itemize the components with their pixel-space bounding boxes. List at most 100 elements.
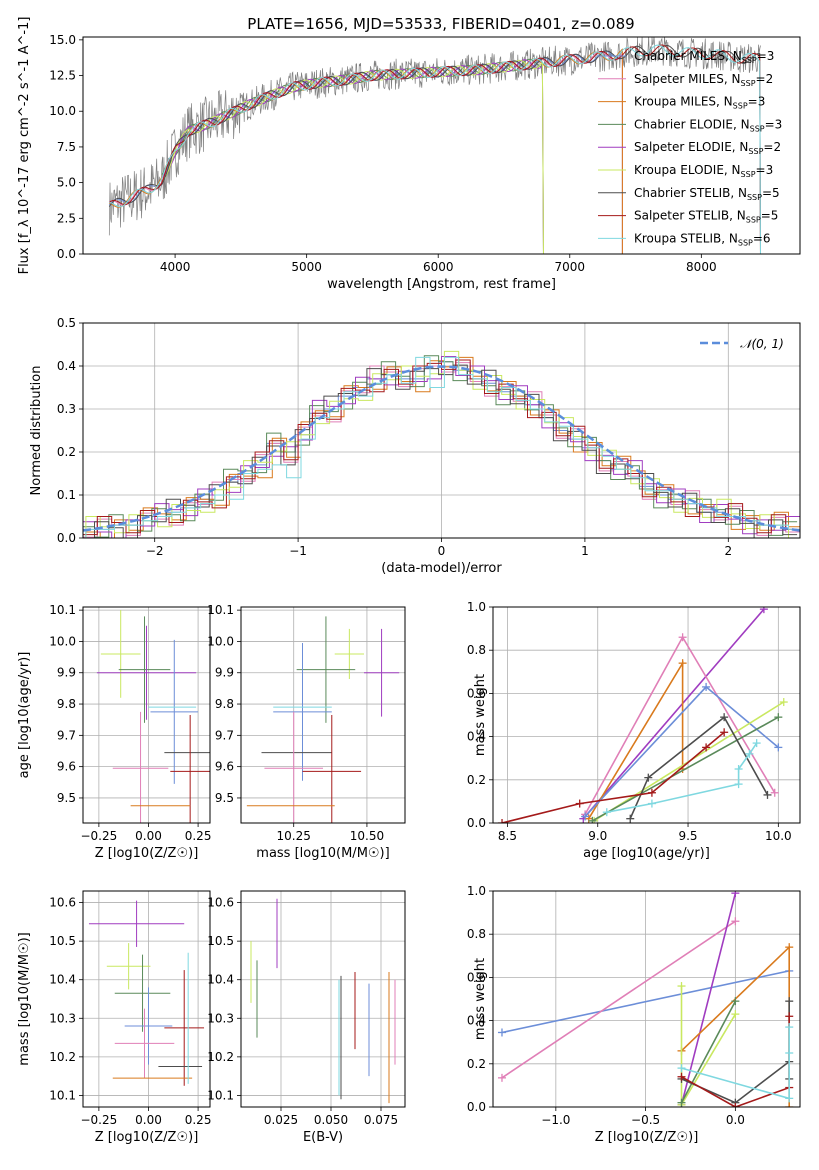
normal-curve <box>83 365 800 532</box>
weights-weights_vs_age <box>498 607 788 823</box>
legend: Chabrier MILES, NSSP=3 Salpeter MILES, NS… <box>598 49 782 247</box>
tick-label-x: 2 <box>724 544 732 558</box>
tick-label-x: 9.0 <box>588 829 607 843</box>
tick-label-x: 1 <box>581 544 589 558</box>
tick-label-y: 10.4 <box>207 973 234 987</box>
model-line-kroupa_stelib <box>109 44 761 254</box>
tick-label-y: 12.5 <box>49 69 76 83</box>
tick-label-x: 6000 <box>423 260 454 274</box>
weights-weights_vs_Z <box>497 891 794 1107</box>
weight-line-chabrier_miles <box>501 970 790 1034</box>
weight-line-kroupa_stelib <box>681 1027 790 1100</box>
tick-label-x: 10.0 <box>765 829 792 843</box>
tick-label-y: 9.5 <box>215 791 234 805</box>
tick-label-x: −1 <box>289 544 307 558</box>
y-axis-label: Flux [f_λ 10^-17 erg cm^-2 s^-1 A^-1] <box>17 17 32 275</box>
panels: 4000 5000 6000 7000 80000.02.55.07.510.012.5… <box>17 17 801 1145</box>
weight-line-chabrier_elodie <box>591 716 779 822</box>
tick-label-y: 10.0 <box>207 634 234 648</box>
weight-line-chabrier_elodie <box>680 1000 737 1104</box>
axes-frame <box>492 890 801 1108</box>
tick-label-y: 0.0 <box>467 1100 486 1114</box>
axes-frame <box>82 606 211 824</box>
tick-label-y: 0.1 <box>57 488 76 502</box>
legend-normal-label: 𝒩(0, 1) <box>740 337 784 351</box>
tick-label-y: 10.1 <box>207 1088 234 1102</box>
tick-label-x: 4000 <box>160 260 191 274</box>
tick-label-y: 10.1 <box>49 1088 76 1102</box>
tick-label-y: 10.5 <box>49 934 76 948</box>
x-axis-label: (data-model)/error <box>381 561 502 576</box>
tick-label-x: 8000 <box>686 260 717 274</box>
weight-line-salpeter_miles <box>501 920 736 1079</box>
tick-label-x: 8.5 <box>498 829 517 843</box>
tick-label-y: 10.4 <box>49 973 76 987</box>
tick-label-y: 0.0 <box>57 247 76 261</box>
tick-label-x: 0.075 <box>364 1113 398 1127</box>
model-line-salpeter_elodie <box>161 59 544 254</box>
tick-label-y: 0.6 <box>467 686 486 700</box>
axes-mass_vs_ebv: 0.025 0.050 0.075 10.1 10.2 10.3 10.4 10.5 10.6 E… <box>207 891 405 1145</box>
axes-frame <box>492 606 801 824</box>
tick-label-x: 0.25 <box>185 1113 212 1127</box>
tick-label-x: 10.25 <box>277 829 311 843</box>
hist-chabrier_stelib <box>83 364 798 538</box>
tick-label-x: 0.025 <box>264 1113 298 1127</box>
legend-entry: Kroupa MILES, NSSP=3 <box>634 95 765 111</box>
tick-label-y: 9.8 <box>57 697 76 711</box>
y-axis-label: mass weight <box>473 674 488 756</box>
tick-label-y: 0.2 <box>57 445 76 459</box>
legend-entry: Salpeter STELIB, NSSP=5 <box>634 209 778 225</box>
tick-label-y: 2.5 <box>57 211 76 225</box>
figure-title: PLATE=1656, MJD=53533, FIBERID=0401, z=0… <box>247 15 634 33</box>
hist-chabrier_miles <box>83 361 798 530</box>
tick-label-y: 0.2 <box>467 1057 486 1071</box>
tick-label-y: 10.1 <box>207 603 234 617</box>
tick-label-y: 0.0 <box>467 816 486 830</box>
y-axis-label: Normed distribution <box>29 366 44 496</box>
tick-label-x: −1.0 <box>541 1113 570 1127</box>
hist-salpeter_elodie <box>83 356 800 538</box>
tick-label-x: 0.00 <box>135 1113 162 1127</box>
y-axis-label: age [log10(age/yr)] <box>17 652 32 779</box>
legend-entry: Salpeter MILES, NSSP=2 <box>634 72 773 88</box>
tick-label-y: 0.5 <box>57 316 76 330</box>
tick-label-x: 9.5 <box>678 829 697 843</box>
tick-label-y: 10.0 <box>49 634 76 648</box>
axes-frame <box>82 322 801 539</box>
legend-entry: Kroupa ELODIE, NSSP=3 <box>634 163 773 179</box>
tick-label-x: 0.25 <box>185 829 212 843</box>
tick-label-y: 0.4 <box>467 1014 486 1028</box>
model-line-chabrier_elodie <box>161 58 544 254</box>
axes-weights_vs_age: 8.5 9.0 9.5 10.0 0.0 0.2 0.4 0.6 0.8 1.0 age [log1… <box>467 600 800 861</box>
tick-label-x: 0 <box>438 544 446 558</box>
tick-label-y: 5.0 <box>57 176 76 190</box>
weight-line-kroupa_stelib <box>606 742 758 813</box>
axes-frame <box>240 890 406 1108</box>
axes-frame <box>240 606 406 824</box>
x-axis-label: wavelength [Angstrom, rest frame] <box>327 277 556 292</box>
legend-entry: Salpeter ELODIE, NSSP=2 <box>634 140 781 156</box>
x-axis-label: Z [log10(Z/Z☉)] <box>595 1130 699 1145</box>
axes-weights_vs_Z: −1.0 −0.5 0.0 0.0 0.2 0.4 0.6 0.8 1.0 Z [log10(Z/… <box>467 884 800 1145</box>
axes-age_vs_Z: −0.25 0.00 0.25 9.5 9.6 9.7 9.8 9.9 10.0 10.1 Z [l… <box>17 603 211 861</box>
tick-label-y: 0.4 <box>57 359 76 373</box>
errorbars-age_vs_Z <box>96 610 210 823</box>
spectrum-lines <box>108 37 761 254</box>
tick-label-y: 10.5 <box>207 934 234 948</box>
tick-label-y: 0.8 <box>467 643 486 657</box>
hist-chabrier_elodie <box>83 355 798 538</box>
tick-label-x: −0.25 <box>80 1113 117 1127</box>
data-spectrum-line <box>108 37 761 236</box>
x-axis-label: Z [log10(Z/Z☉)] <box>95 846 199 861</box>
tick-label-y: 9.6 <box>215 760 234 774</box>
weight-line-chabrier_stelib <box>629 715 769 820</box>
tick-label-y: 0.8 <box>467 927 486 941</box>
tick-label-y: 9.9 <box>57 666 76 680</box>
tick-label-y: 9.6 <box>57 760 76 774</box>
tick-label-x: −0.5 <box>631 1113 660 1127</box>
x-axis-label: mass [log10(M/M☉)] <box>256 846 389 861</box>
axes-age_vs_mass: 10.25 10.50 9.5 9.6 9.7 9.8 9.9 10.0 10.1 mass [l… <box>207 603 405 861</box>
weight-line-salpeter_elodie <box>680 893 737 1105</box>
